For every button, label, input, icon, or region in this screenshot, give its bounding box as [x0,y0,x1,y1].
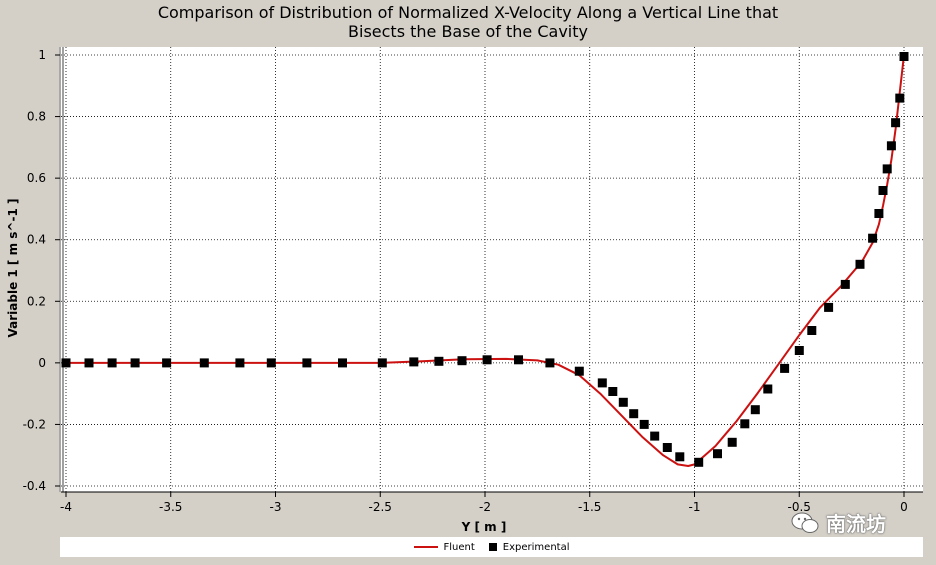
series-layer [61,52,909,467]
data-point-experimental [650,431,660,441]
y-tick-label: -0.2 [23,417,46,431]
legend-square-swatch [488,543,497,551]
y-tick-label: 0.2 [27,294,46,308]
x-tick-label: -2 [479,500,491,514]
data-point-experimental [629,409,639,419]
data-point-experimental [130,358,140,368]
legend-item-fluent: Fluent [413,541,475,553]
data-point-experimental [807,326,817,335]
axes: -4 -3.5 -3 -2.5 -2 -1.5 -1 -0.5 0 -0.4 -0.2 0 0.2 0.4… [23,48,923,514]
y-tick-label: 0 [38,356,46,370]
data-point-experimental [899,52,909,61]
data-point-experimental [639,419,649,429]
data-point-experimental [514,355,523,365]
data-point-experimental [874,209,884,218]
data-point-experimental [482,355,492,365]
watermark: 南流坊 [790,508,886,537]
data-point-experimental [574,366,584,376]
data-point-experimental [662,443,672,452]
data-point-experimental [694,457,704,467]
data-point-experimental [377,358,387,368]
x-tick-label: -1 [689,500,701,514]
data-point-experimental [675,452,685,462]
data-point-experimental [882,164,892,174]
x-tick-label: -3.5 [159,500,182,514]
data-point-experimental [434,356,444,366]
data-point-experimental [608,387,618,396]
y-axis-label: Variable 1 [ m s^-1 ] [6,199,20,338]
data-point-experimental [597,378,607,388]
data-point-experimental [855,259,865,269]
legend-label-fluent: Fluent [443,541,475,553]
data-point-experimental [457,356,467,366]
x-tick-label: -3 [270,500,282,514]
y-tick-label: 0.4 [27,233,46,247]
data-point-experimental [780,363,790,373]
x-tick-label: -1.5 [578,500,601,514]
data-point-experimental [824,302,834,312]
chart-title: Comparison of Distribution of Normalized… [157,3,779,41]
data-point-experimental [338,358,347,368]
y-tick-label: 0.8 [27,110,46,124]
data-point-experimental [162,358,172,368]
legend-label-experimental: Experimental [502,541,570,553]
y-tick-label: -0.4 [23,479,46,493]
x-tick-label: -2.5 [369,500,392,514]
data-point-experimental [840,279,850,289]
data-point-experimental [886,141,896,151]
data-point-experimental [409,357,419,367]
data-point-experimental [868,233,878,243]
data-point-experimental [878,186,888,195]
data-point-experimental [794,346,804,355]
legend: Fluent Experimental [60,537,923,557]
x-axis-label: Y [ m ] [461,520,507,534]
data-point-experimental [891,118,901,128]
grid-lines [61,47,923,492]
legend-line-swatch [413,546,438,548]
data-point-experimental [107,358,117,368]
x-tick-label: 0 [900,500,908,514]
data-point-experimental [740,419,750,429]
legend-item-experimental: Experimental [488,541,570,553]
data-point-experimental [199,358,209,368]
y-tick-label: 1 [38,48,46,62]
y-tick-label: 0.6 [27,171,46,185]
data-point-experimental [545,358,555,368]
x-tick-label: -0.5 [788,500,811,514]
data-point-experimental [84,358,94,368]
data-point-experimental [235,358,245,368]
plot-background [61,47,923,492]
wechat-icon [791,512,819,533]
data-point-experimental [895,93,905,103]
data-point-experimental [763,384,773,394]
data-point-experimental [61,358,71,368]
series-line-fluent [66,54,905,467]
data-point-experimental [266,358,276,368]
data-point-experimental [713,449,722,459]
data-point-experimental [750,405,760,415]
data-point-experimental [727,437,737,447]
data-point-experimental [618,397,628,407]
x-tick-label: -4 [60,500,72,514]
data-point-experimental [302,358,312,368]
watermark-text: 南流坊 [826,512,886,536]
